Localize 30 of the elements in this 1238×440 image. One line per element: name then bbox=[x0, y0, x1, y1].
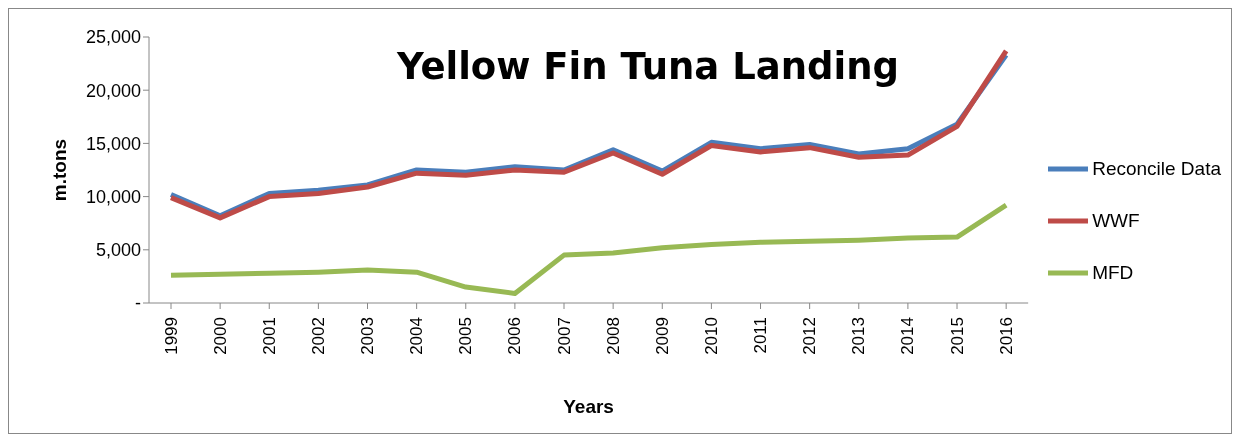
y-tick-label: 25,000 bbox=[85, 27, 141, 48]
y-tick-label: 15,000 bbox=[85, 133, 141, 154]
legend-label: WWF bbox=[1092, 210, 1140, 232]
x-tick-label: 2016 bbox=[996, 317, 1016, 355]
legend-label: MFD bbox=[1092, 262, 1134, 284]
x-tick-label: 2010 bbox=[701, 317, 721, 355]
x-tick-label: 2002 bbox=[308, 317, 328, 355]
y-tick-label: 10,000 bbox=[85, 186, 141, 207]
x-tick-label: 2014 bbox=[898, 317, 918, 355]
x-tick-label: 2009 bbox=[652, 317, 672, 355]
x-tick-label: 2007 bbox=[554, 317, 574, 355]
y-tick-label: - bbox=[135, 293, 141, 314]
x-tick-label: 2006 bbox=[505, 317, 525, 355]
x-tick-label: 2008 bbox=[603, 317, 623, 355]
y-axis-title: m.tons bbox=[48, 138, 70, 202]
x-tick-label: 1999 bbox=[161, 317, 181, 355]
x-axis-title: Years bbox=[563, 396, 614, 417]
chart-title: Yellow Fin Tuna Landing bbox=[397, 45, 900, 88]
x-tick-label: 2000 bbox=[210, 317, 230, 355]
x-tick-label: 2003 bbox=[358, 317, 378, 355]
y-tick-label: 5,000 bbox=[95, 240, 141, 261]
x-tick-label: 2015 bbox=[947, 317, 967, 355]
x-tick-label: 2001 bbox=[259, 317, 279, 355]
x-tick-label: 2012 bbox=[800, 317, 820, 355]
x-tick-label: 2004 bbox=[407, 317, 427, 355]
x-tick-label: 2005 bbox=[456, 317, 476, 355]
y-tick-label: 20,000 bbox=[85, 80, 141, 101]
legend-label: Reconcile Data bbox=[1092, 158, 1221, 180]
x-tick-label: 2011 bbox=[751, 317, 771, 354]
x-tick-label: 2013 bbox=[849, 317, 869, 355]
